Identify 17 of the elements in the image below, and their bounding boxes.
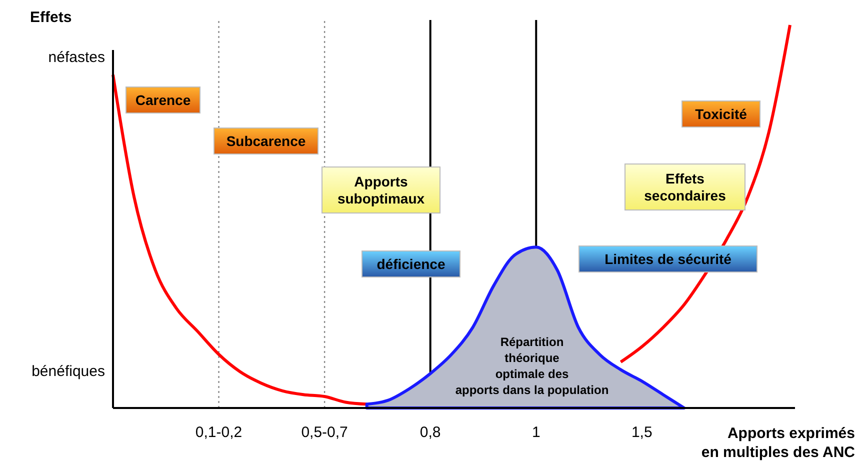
- annotation: Toxicité: [695, 106, 748, 122]
- annotation: Effets secondaires: [644, 170, 726, 204]
- x-axis-title: Apports exprimés en multiples des ANC: [701, 425, 856, 461]
- annotation: Répartition théorique optimale des apports dans la population: [455, 335, 609, 397]
- text: bénéfiques: [32, 363, 105, 380]
- x-tick-label: 0,5-0,7: [301, 424, 348, 441]
- annotation: Subcarence: [226, 133, 306, 149]
- x-tick-label: 1,5: [631, 424, 652, 441]
- annotation: Apports suboptimaux: [337, 174, 425, 206]
- text: néfastes: [48, 49, 105, 66]
- x-tick-label: 0,1-0,2: [195, 424, 242, 441]
- x-tick-label: 1: [532, 424, 540, 441]
- y-axis-title: Effets: [30, 9, 72, 26]
- annotation: Limites de sécurité: [604, 251, 732, 267]
- annotation: Carence: [135, 92, 191, 108]
- x-tick-label: 0,8: [420, 424, 441, 441]
- annotation: déficience: [376, 256, 446, 272]
